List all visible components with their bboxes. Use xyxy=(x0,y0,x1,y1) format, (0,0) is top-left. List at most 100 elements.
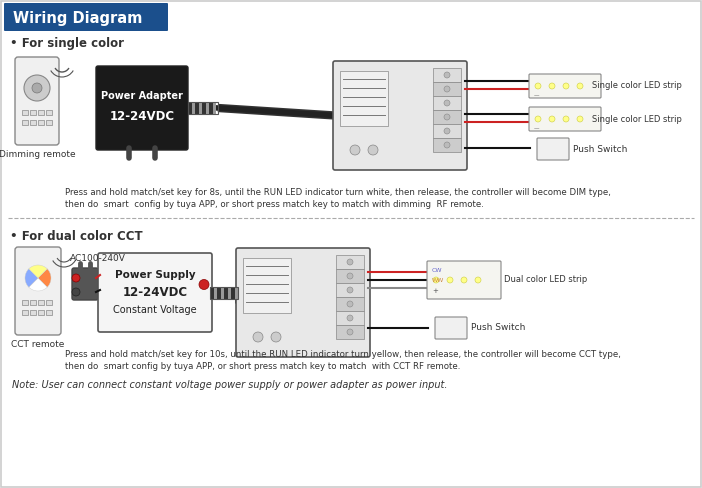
Text: Push Switch: Push Switch xyxy=(573,144,628,154)
Text: Power Adapter: Power Adapter xyxy=(101,91,183,101)
FancyBboxPatch shape xyxy=(435,317,467,339)
Text: Single color LED strip: Single color LED strip xyxy=(592,115,682,123)
Bar xyxy=(340,71,388,126)
Circle shape xyxy=(535,83,541,89)
Wedge shape xyxy=(25,269,38,287)
Bar xyxy=(22,120,28,125)
Circle shape xyxy=(444,128,450,134)
Bar xyxy=(433,96,461,110)
Bar xyxy=(217,286,220,299)
Bar xyxy=(22,310,28,315)
Circle shape xyxy=(433,277,439,283)
Circle shape xyxy=(24,75,50,101)
Bar xyxy=(336,283,364,297)
Bar xyxy=(206,102,209,114)
FancyBboxPatch shape xyxy=(15,57,59,145)
Text: Press and hold match/set key for 10s, until the RUN LED indicator turn yellow, t: Press and hold match/set key for 10s, un… xyxy=(65,350,621,359)
Text: —: — xyxy=(534,126,540,131)
Wedge shape xyxy=(29,265,47,278)
Circle shape xyxy=(347,329,353,335)
Text: 12-24VDC: 12-24VDC xyxy=(110,109,175,122)
Wedge shape xyxy=(29,278,47,291)
Circle shape xyxy=(563,83,569,89)
Circle shape xyxy=(549,116,555,122)
Text: CCT remote: CCT remote xyxy=(11,340,65,349)
Circle shape xyxy=(444,100,450,106)
Text: Dual color LED strip: Dual color LED strip xyxy=(504,276,588,285)
Bar xyxy=(243,258,291,313)
Text: +: + xyxy=(432,288,438,294)
Circle shape xyxy=(271,332,281,342)
Text: AC100-240V: AC100-240V xyxy=(70,254,126,263)
FancyBboxPatch shape xyxy=(427,261,501,299)
Circle shape xyxy=(549,83,555,89)
Bar xyxy=(336,269,364,283)
Wedge shape xyxy=(38,269,51,287)
Circle shape xyxy=(447,277,453,283)
Text: Power Supply: Power Supply xyxy=(114,270,195,280)
Circle shape xyxy=(535,116,541,122)
Bar xyxy=(46,110,52,115)
FancyBboxPatch shape xyxy=(236,248,370,357)
Bar xyxy=(433,138,461,152)
Bar xyxy=(433,124,461,138)
Bar xyxy=(234,286,238,299)
Bar xyxy=(210,286,213,299)
Bar xyxy=(22,300,28,305)
FancyBboxPatch shape xyxy=(15,247,61,335)
Circle shape xyxy=(350,145,360,155)
Circle shape xyxy=(475,277,481,283)
Circle shape xyxy=(32,83,42,93)
Text: then do  smart config by tuya APP, or short press match key to match  with CCT R: then do smart config by tuya APP, or sho… xyxy=(65,362,461,371)
Bar xyxy=(22,110,28,115)
Text: Wiring Diagram: Wiring Diagram xyxy=(13,11,143,25)
Circle shape xyxy=(444,114,450,120)
Circle shape xyxy=(577,116,583,122)
Circle shape xyxy=(199,280,209,289)
Bar xyxy=(38,120,44,125)
Text: Single color LED strip: Single color LED strip xyxy=(592,81,682,90)
Bar xyxy=(30,310,36,315)
Bar xyxy=(38,310,44,315)
Bar xyxy=(30,300,36,305)
FancyBboxPatch shape xyxy=(333,61,467,170)
Circle shape xyxy=(444,72,450,78)
Bar xyxy=(202,102,206,114)
Bar xyxy=(46,310,52,315)
Text: Dimming remote: Dimming remote xyxy=(0,150,75,159)
Bar xyxy=(210,286,238,299)
Circle shape xyxy=(461,277,467,283)
Circle shape xyxy=(347,273,353,279)
FancyBboxPatch shape xyxy=(98,253,212,332)
Text: WW: WW xyxy=(432,278,444,283)
Bar xyxy=(224,286,227,299)
Text: then do  smart  config by tuya APP, or short press match key to match with dimmi: then do smart config by tuya APP, or sho… xyxy=(65,200,484,209)
FancyBboxPatch shape xyxy=(4,3,168,31)
Text: 12-24VDC: 12-24VDC xyxy=(122,286,187,300)
Bar xyxy=(227,286,231,299)
Bar xyxy=(199,102,202,114)
Bar xyxy=(433,110,461,124)
Text: Constant Voltage: Constant Voltage xyxy=(113,305,197,315)
FancyBboxPatch shape xyxy=(96,66,188,150)
Bar xyxy=(336,255,364,269)
Circle shape xyxy=(347,259,353,265)
Text: Note: User can connect constant voltage power supply or power adapter as power i: Note: User can connect constant voltage … xyxy=(12,380,447,390)
Bar xyxy=(209,102,213,114)
Circle shape xyxy=(368,145,378,155)
Bar xyxy=(30,110,36,115)
Bar xyxy=(38,300,44,305)
Circle shape xyxy=(577,83,583,89)
Bar xyxy=(213,102,216,114)
Text: CW: CW xyxy=(432,268,442,273)
Bar xyxy=(220,286,224,299)
Circle shape xyxy=(253,332,263,342)
Bar xyxy=(188,102,218,114)
Bar xyxy=(195,102,199,114)
Circle shape xyxy=(72,274,80,282)
Bar xyxy=(336,297,364,311)
Circle shape xyxy=(347,315,353,321)
Bar xyxy=(192,102,195,114)
Bar xyxy=(336,311,364,325)
Circle shape xyxy=(444,142,450,148)
